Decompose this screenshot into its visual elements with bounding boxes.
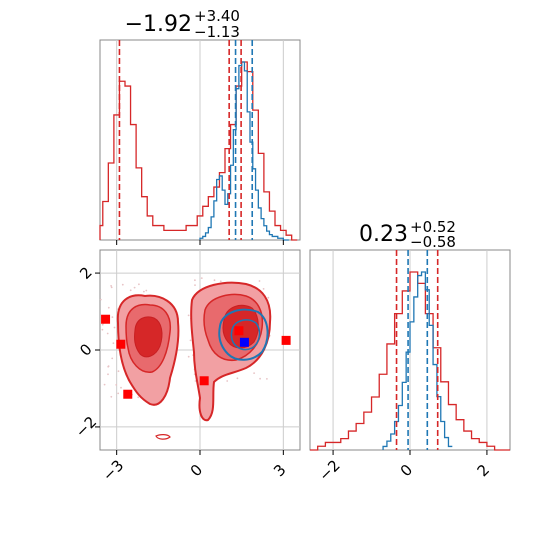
joint-xtick-label: 0 — [187, 461, 206, 480]
sample-point — [143, 290, 145, 293]
sample-point — [113, 326, 116, 329]
sample-point — [110, 286, 113, 289]
sample-point — [112, 342, 115, 345]
red-marker — [101, 314, 111, 324]
sample-point — [101, 328, 104, 331]
sample-point — [117, 370, 120, 373]
red-marker — [281, 335, 291, 345]
sample-point — [120, 386, 122, 389]
sample-point — [259, 377, 261, 380]
sample-point — [194, 279, 196, 282]
param1-title-lower-error: −1.13 — [194, 23, 240, 41]
marginal-panel-param2: −2 0 2 0.23 +0.52 −0.58 — [309, 218, 511, 485]
sample-point — [145, 289, 148, 292]
param1-title-median: −1.92 — [125, 12, 192, 37]
left-mode-inner-contour — [134, 316, 163, 358]
joint-ytick-label: 0 — [76, 340, 95, 359]
sample-point — [253, 372, 256, 374]
joint-ytick-label: 2 — [76, 263, 95, 282]
sample-point — [262, 288, 265, 290]
sample-point — [226, 380, 229, 382]
param1-histogram-series-0 — [99, 61, 298, 241]
sample-point — [110, 395, 113, 398]
stray-contour — [155, 434, 171, 440]
joint-xtick-label: −3 — [99, 456, 127, 484]
param2-xtick-label: 0 — [397, 461, 416, 480]
sample-point — [121, 283, 124, 286]
sample-point — [213, 279, 216, 282]
blue-marker — [239, 337, 249, 347]
sample-point — [137, 396, 140, 399]
param2-title-lower-error: −0.58 — [410, 233, 456, 251]
sample-point — [106, 332, 109, 335]
sample-point — [129, 289, 132, 292]
param2-title-upper-error: +0.52 — [410, 218, 456, 236]
sample-point — [194, 380, 197, 382]
param2-histogram-series-0 — [310, 271, 510, 451]
param2-xtick-label: 2 — [474, 461, 493, 480]
sample-point — [258, 280, 261, 282]
param2-xtick-label: −2 — [315, 456, 343, 484]
sample-point — [236, 377, 239, 380]
sample-point — [101, 323, 104, 326]
blue-inner-contour — [230, 319, 261, 351]
sample-point — [107, 373, 109, 376]
param2-title-median: 0.23 — [359, 222, 408, 247]
sample-point — [111, 316, 114, 318]
sample-point — [187, 355, 190, 358]
param1-title-upper-error: +3.40 — [194, 7, 240, 25]
sample-point — [103, 383, 106, 386]
sample-point — [117, 392, 120, 395]
sample-point — [189, 339, 192, 342]
sample-point — [133, 286, 136, 289]
sample-point — [194, 284, 196, 286]
red-marker — [234, 326, 244, 336]
joint-xtick-label: 3 — [270, 461, 289, 480]
blue-outer-contour — [218, 308, 269, 361]
sample-point — [138, 283, 140, 286]
param2-histogram-series-1 — [382, 271, 453, 450]
sample-point — [110, 285, 112, 287]
sample-point — [266, 378, 268, 380]
red-marker — [123, 389, 133, 399]
sample-point — [107, 306, 110, 309]
sample-point — [107, 365, 110, 368]
sample-point — [267, 296, 270, 299]
joint-ytick-label: −2 — [72, 413, 100, 441]
joint-panel: −3 0 3 −2 0 2 — [72, 249, 301, 485]
sample-point — [111, 357, 114, 360]
sample-point — [200, 277, 203, 279]
sample-point — [115, 384, 118, 386]
sample-point — [219, 280, 222, 283]
red-marker — [116, 339, 126, 349]
sample-point — [187, 314, 190, 317]
sample-point — [99, 298, 102, 301]
marginal-panel-param1: −1.92 +3.40 −1.13 — [99, 7, 301, 245]
red-marker — [199, 376, 209, 386]
